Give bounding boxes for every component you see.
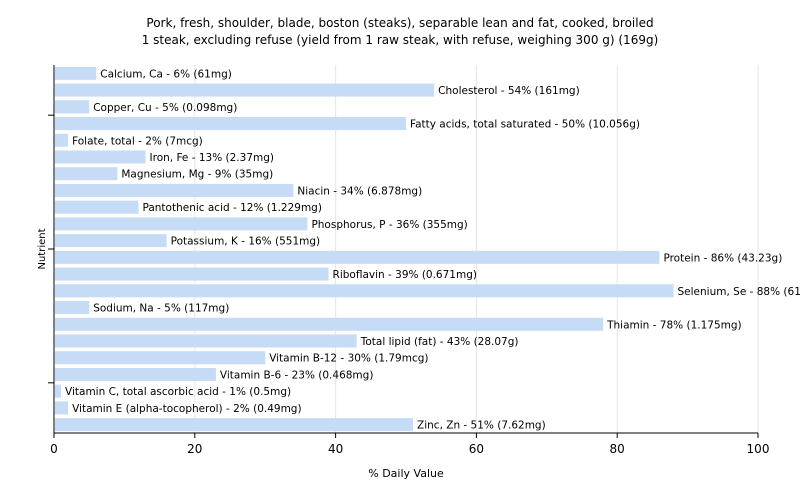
bar: [55, 66, 97, 80]
bar-label: Niacin - 34% (6.878mg): [297, 185, 422, 197]
bars: Calcium, Ca - 6% (61mg) Cholesterol - 54%…: [55, 66, 800, 432]
x-tick-label: 20: [187, 442, 202, 456]
bar-label: Pantothenic acid - 12% (1.229mg): [142, 202, 321, 214]
axes: 0 20 40 60 80 100: [48, 65, 769, 456]
bar-label: Vitamin B-12 - 30% (1.79mcg): [269, 353, 428, 365]
bar: [55, 167, 118, 181]
bar-label: Riboflavin - 39% (0.671mg): [333, 269, 477, 281]
bar-label: Magnesium, Mg - 9% (35mg): [121, 169, 273, 181]
x-axis-label: % Daily Value: [368, 467, 444, 480]
bar: [55, 200, 139, 214]
bar: [55, 100, 90, 114]
chart-subtitle: 1 steak, excluding refuse (yield from 1 …: [142, 33, 659, 47]
x-tick-label: 0: [50, 442, 58, 456]
bar-label: Phosphorus, P - 36% (355mg): [311, 219, 467, 231]
bar: [55, 301, 90, 315]
bar-label: Potassium, K - 16% (551mg): [171, 236, 321, 248]
x-tick-label: 40: [328, 442, 343, 456]
bar: [55, 183, 294, 197]
bar-label: Thiamin - 78% (1.175mg): [606, 319, 742, 331]
bar-label: Selenium, Se - 88% (61.3mcg): [678, 286, 800, 298]
bar: [55, 117, 406, 131]
bar: [55, 401, 69, 415]
bar-label: Fatty acids, total saturated - 50% (10.0…: [410, 119, 640, 131]
bar-label: Total lipid (fat) - 43% (28.07g): [360, 336, 519, 348]
bar-label: Calcium, Ca - 6% (61mg): [100, 68, 232, 80]
bar-label: Sodium, Na - 5% (117mg): [93, 303, 229, 315]
bar: [55, 133, 69, 147]
bar: [55, 284, 674, 298]
chart-title: Pork, fresh, shoulder, blade, boston (st…: [146, 16, 653, 30]
bar-label: Cholesterol - 54% (161mg): [438, 85, 580, 97]
bar: [55, 317, 604, 331]
bar-label: Zinc, Zn - 51% (7.62mg): [417, 420, 546, 432]
bar: [55, 384, 62, 398]
bar: [55, 83, 435, 97]
bar: [55, 150, 146, 164]
x-tick-label: 80: [610, 442, 625, 456]
bar: [55, 334, 357, 348]
bar-label: Vitamin E (alpha-tocopherol) - 2% (0.49m…: [72, 403, 302, 415]
x-tick-label: 60: [469, 442, 484, 456]
bar: [55, 351, 266, 365]
bar: [55, 367, 216, 381]
bar-label: Iron, Fe - 13% (2.37mg): [150, 152, 274, 164]
bar-label: Vitamin C, total ascorbic acid - 1% (0.5…: [65, 386, 291, 398]
bar-label: Folate, total - 2% (7mcg): [72, 135, 203, 147]
bar-label: Copper, Cu - 5% (0.098mg): [93, 102, 237, 114]
x-tick-label: 100: [747, 442, 770, 456]
bar: [55, 267, 329, 281]
bar-label: Vitamin B-6 - 23% (0.468mg): [220, 369, 374, 381]
y-axis-label: Nutrient: [37, 228, 48, 269]
bar: [55, 418, 414, 432]
bar: [55, 217, 308, 231]
bar-label: Protein - 86% (43.23g): [663, 252, 782, 264]
bar: [55, 250, 660, 264]
bar: [55, 234, 167, 248]
